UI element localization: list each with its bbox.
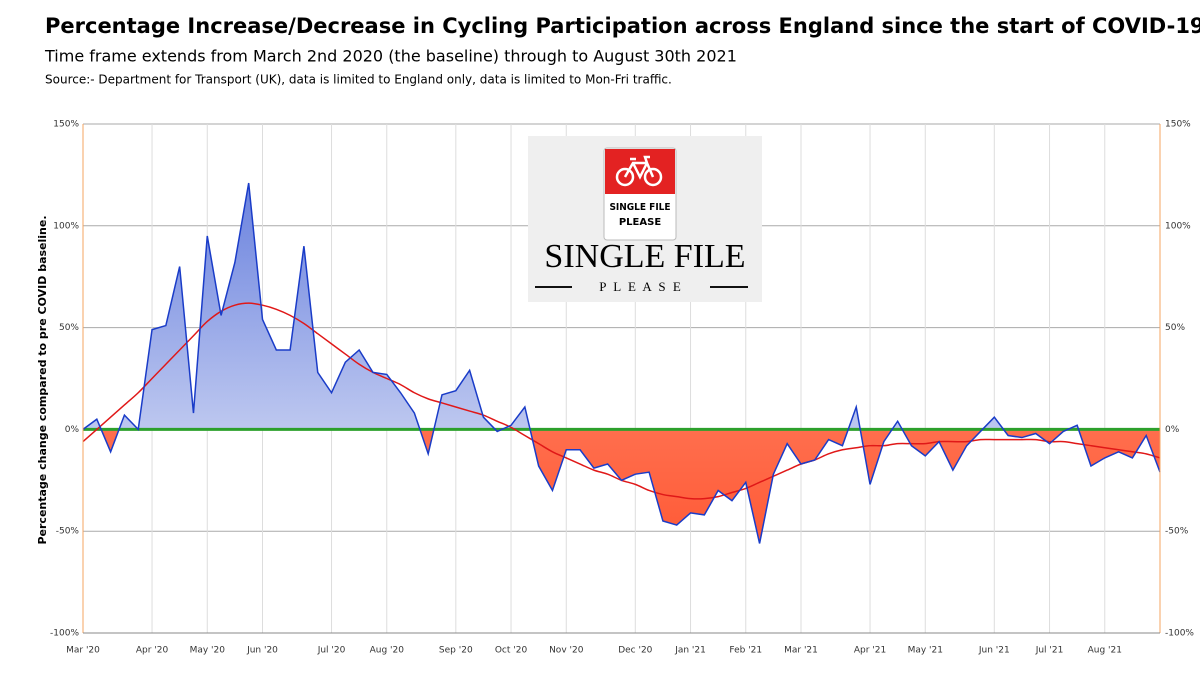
y-tick-label: -50% bbox=[56, 527, 80, 537]
logo: SINGLE FILE PLEASE SINGLE FILE P L E A S… bbox=[528, 136, 762, 302]
x-tick-label: Mar '21 bbox=[784, 646, 818, 656]
y-tick-label: 0% bbox=[65, 425, 80, 435]
x-tick-label: Nov '20 bbox=[549, 646, 584, 656]
y2-tick-label: 100% bbox=[1165, 221, 1191, 231]
x-tick-label: May '21 bbox=[908, 646, 943, 656]
x-tick-label: Feb '21 bbox=[729, 646, 762, 656]
logo-tagline: P L E A S E bbox=[599, 279, 683, 294]
y-tick-label: 100% bbox=[53, 221, 79, 231]
x-tick-label: Jan '21 bbox=[674, 646, 706, 656]
y-axis-label: Percentage change compared to pre COVID … bbox=[36, 215, 49, 544]
x-tick-label: Apr '20 bbox=[136, 646, 169, 656]
data-line bbox=[82, 182, 1161, 544]
y-tick-label: 50% bbox=[59, 323, 79, 333]
y2-tick-label: 50% bbox=[1165, 323, 1185, 333]
logo-name: SINGLE FILE bbox=[544, 238, 745, 275]
x-tick-label: Dec '20 bbox=[618, 646, 652, 656]
x-tick-label: Oct '20 bbox=[495, 646, 528, 656]
y2-tick-label: -50% bbox=[1165, 527, 1189, 537]
x-tick-label: Jun '21 bbox=[978, 646, 1010, 656]
chart-title: Percentage Increase/Decrease in Cycling … bbox=[45, 14, 1200, 38]
y-tick-label: -100% bbox=[50, 629, 79, 639]
x-tick-label: Aug '20 bbox=[370, 646, 405, 656]
logo-sign-line2: PLEASE bbox=[619, 217, 661, 228]
chart-subtitle: Time frame extends from March 2nd 2020 (… bbox=[44, 47, 737, 66]
y2-tick-label: -100% bbox=[1165, 629, 1194, 639]
x-tick-label: Jun '20 bbox=[246, 646, 278, 656]
y2-tick-label: 0% bbox=[1165, 425, 1180, 435]
x-tick-label: Sep '20 bbox=[439, 646, 473, 656]
y2-tick-label: 150% bbox=[1165, 120, 1191, 130]
logo-sign-line1: SINGLE FILE bbox=[609, 202, 670, 213]
x-tick-label: Jul '20 bbox=[317, 646, 346, 656]
chart-source: Source:- Department for Transport (UK), … bbox=[45, 73, 672, 87]
x-tick-label: Apr '21 bbox=[854, 646, 886, 656]
x-tick-label: Aug '21 bbox=[1088, 646, 1122, 656]
y-tick-label: 150% bbox=[53, 120, 79, 130]
x-tick-label: Jul '21 bbox=[1035, 646, 1064, 656]
bike-icon bbox=[615, 155, 663, 187]
area-positive bbox=[83, 183, 1079, 430]
x-tick-label: May '20 bbox=[190, 646, 226, 656]
x-tick-label: Mar '20 bbox=[66, 646, 100, 656]
logo-sign-top bbox=[605, 149, 675, 194]
